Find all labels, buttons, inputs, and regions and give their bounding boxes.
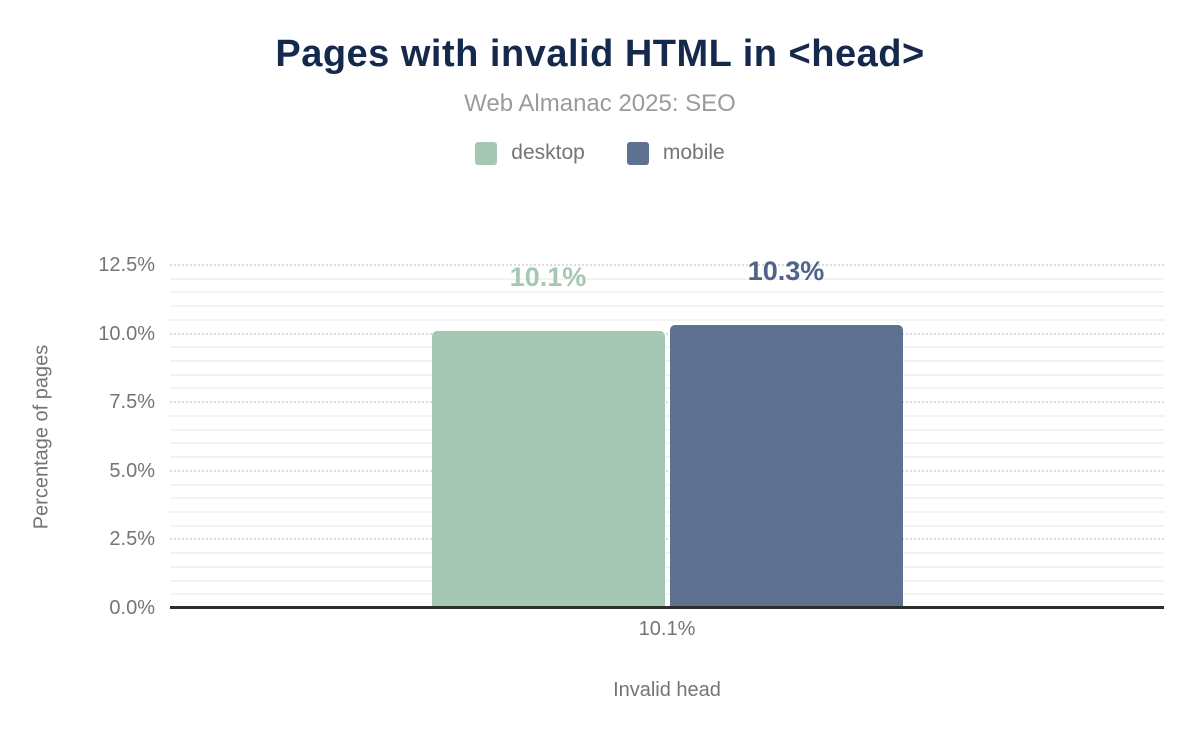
y-tick-label: 0.0% [109, 597, 155, 619]
legend-item-mobile: mobile [626, 141, 725, 165]
bar-value-label-mobile: 10.3% [747, 256, 825, 287]
y-tick-label: 7.5% [109, 391, 155, 414]
y-tick-label: 5.0% [109, 459, 155, 482]
gridline-minor [170, 579, 1164, 582]
chart-subtitle: Web Almanac 2025: SEO [464, 90, 736, 117]
gridline-minor [170, 593, 1164, 596]
gridline-major [170, 401, 1164, 404]
gridline-major [170, 264, 1164, 266]
gridline-minor [170, 428, 1164, 431]
gridline-major [170, 538, 1164, 541]
bar-mobile[interactable] [669, 325, 903, 608]
gridline-minor [170, 318, 1164, 321]
legend-item-desktop: desktop [475, 141, 585, 165]
x-axis-title: Invalid head [613, 679, 721, 701]
gridline-minor [170, 414, 1164, 417]
legend-label-mobile: mobile [662, 141, 725, 164]
gridline-minor [170, 373, 1164, 376]
gridline-minor [170, 565, 1164, 568]
gridline-minor [170, 510, 1164, 513]
gridline-major [170, 332, 1164, 335]
gridline-minor [170, 360, 1164, 363]
gridline-major [170, 469, 1164, 472]
legend-label-desktop: desktop [511, 141, 585, 164]
gridline-minor [170, 552, 1164, 555]
gridline-minor [170, 483, 1164, 486]
gridline-minor [170, 524, 1164, 527]
bar-desktop[interactable] [431, 330, 665, 608]
y-tick-label: 12.5% [98, 254, 155, 276]
x-axis-line [170, 606, 1164, 609]
gridline-minor [170, 277, 1164, 280]
bar-value-label-desktop: 10.1% [509, 261, 587, 292]
gridline-minor [170, 305, 1164, 308]
mobile-swatch-icon [626, 141, 649, 165]
gridline-minor [170, 346, 1164, 349]
gridline-minor [170, 291, 1164, 294]
legend: desktop mobile [0, 141, 1200, 165]
gridline-minor [170, 456, 1164, 459]
chart-title: Pages with invalid HTML in <head> [275, 33, 925, 75]
y-tick-label: 2.5% [109, 528, 155, 551]
gridline-minor [170, 497, 1164, 500]
desktop-swatch-icon [475, 141, 498, 165]
x-axis-tick-label: 10.1% [638, 618, 696, 640]
y-tick-label: 10.0% [98, 322, 155, 345]
gridline-minor [170, 387, 1164, 390]
gridline-minor [170, 442, 1164, 445]
y-axis-title: Percentage of pages [30, 344, 53, 530]
